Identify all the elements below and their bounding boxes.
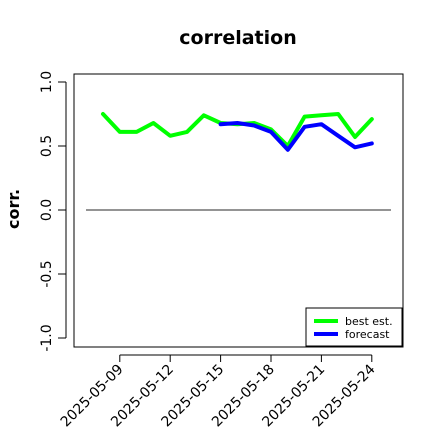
y-tick-label: 0.0	[39, 199, 55, 221]
legend-box	[305, 307, 403, 347]
x-axis: 2025-05-092025-05-122025-05-152025-05-18…	[58, 354, 379, 430]
series-line-forecast	[218, 121, 374, 152]
legend-label: forecast	[345, 328, 390, 341]
plot-frame	[73, 73, 404, 348]
chart-title: correlation	[179, 27, 296, 49]
y-tick-label: -1.0	[39, 324, 55, 351]
y-axis: -1.0 -0.5 0.0 0.5 1.0	[39, 71, 67, 352]
y-axis-label: corr.	[4, 189, 23, 229]
series-group	[101, 112, 374, 152]
y-tick-label: 0.5	[39, 135, 55, 157]
legend-label: best est.	[345, 315, 393, 328]
y-tick-label: -0.5	[39, 260, 55, 287]
y-tick-label: 1.0	[39, 71, 55, 93]
legend: best est.forecast	[305, 307, 403, 347]
